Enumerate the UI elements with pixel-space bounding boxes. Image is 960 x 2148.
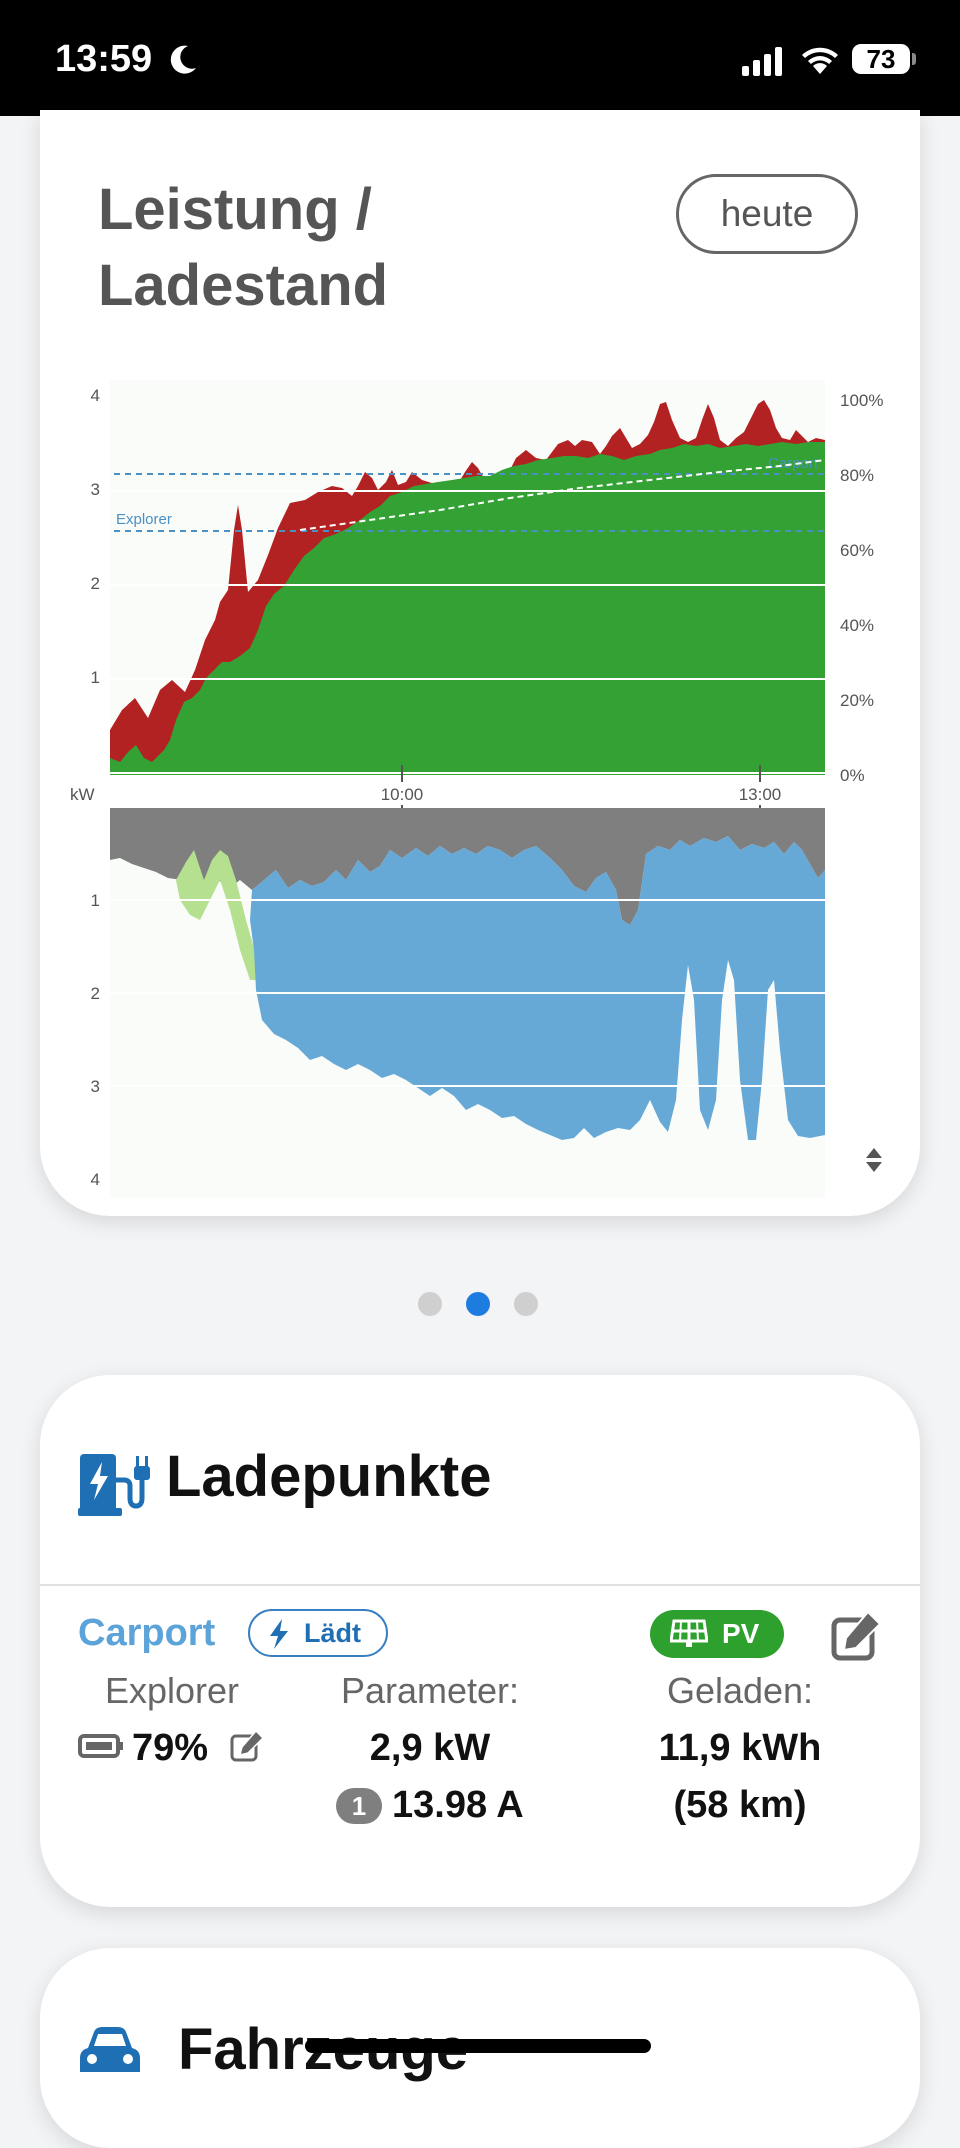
charge-current: 13.98 A	[392, 1784, 524, 1826]
expand-sort-icon[interactable]	[866, 1148, 882, 1172]
y-tick-label: 1	[91, 891, 100, 910]
home-indicator[interactable]	[305, 2039, 651, 2053]
divider	[40, 1584, 920, 1586]
charging-status-label: Lädt	[304, 1618, 361, 1648]
y-unit-label: kW	[70, 785, 95, 804]
charging-station-icon	[78, 1454, 150, 1516]
power-chart[interactable]: Explorer Carport 4 3 2 1 100% 80% 60% 40…	[40, 380, 920, 1200]
ladepunkte-title: Ladepunkte	[166, 1444, 492, 1509]
status-bar: 13:59 73	[0, 0, 960, 116]
charged-label: Geladen:	[666, 1670, 814, 1711]
date-range-button[interactable]: heute	[676, 174, 858, 254]
y-tick-label: 3	[91, 480, 100, 499]
vehicle-soc: 79%	[132, 1727, 209, 1769]
battery-tip	[912, 53, 916, 65]
edit-chargepoint-icon[interactable]	[830, 1610, 882, 1662]
page-dot[interactable]	[514, 1292, 538, 1316]
reference-label-carport: Carport	[768, 455, 819, 472]
edit-soc-icon[interactable]	[230, 1730, 264, 1764]
soc-tick-label: 40%	[840, 616, 874, 635]
chart-title-line1: Leistung /	[98, 177, 372, 242]
chart-title: Leistung / Ladestand	[98, 172, 388, 324]
soc-line	[299, 459, 826, 531]
charged-energy: 11,9 kWh	[658, 1727, 822, 1769]
soc-tick-label: 20%	[840, 691, 874, 710]
page-dot-active[interactable]	[466, 1292, 490, 1316]
charged-range: (58 km)	[673, 1784, 807, 1826]
solar-panel-icon	[670, 1619, 708, 1647]
charging-status-badge: Lädt	[248, 1609, 388, 1657]
charge-mode-label: PV	[722, 1618, 760, 1649]
clock: 13:59	[55, 38, 153, 80]
parameter-label: Parameter:	[340, 1670, 520, 1711]
page-dot[interactable]	[418, 1292, 442, 1316]
soc-tick-label: 100%	[840, 391, 883, 410]
chargepoint-name[interactable]: Carport	[78, 1612, 216, 1654]
charge-mode-pv-button[interactable]: PV	[650, 1610, 784, 1658]
battery-icon	[78, 1734, 123, 1758]
moon-icon	[170, 45, 196, 74]
soc-tick-label: 80%	[840, 466, 874, 485]
y-tick-label: 1	[91, 668, 100, 687]
wifi-icon	[802, 47, 838, 74]
pv-generation-area	[250, 836, 825, 1140]
pv-power-area	[110, 442, 825, 775]
house-consumption-area	[110, 808, 825, 925]
vehicle-label[interactable]: Explorer	[104, 1670, 240, 1711]
reference-label-explorer: Explorer	[116, 511, 172, 528]
y-tick-label: 2	[91, 574, 100, 593]
charge-power: 2,9 kW	[369, 1727, 491, 1769]
y-tick-label: 4	[91, 386, 100, 405]
chart-title-line2: Ladestand	[98, 253, 389, 318]
x-tick-label: 10:00	[381, 785, 424, 804]
y-tick-label: 2	[91, 984, 100, 1003]
car-icon	[80, 2027, 140, 2072]
battery-area	[176, 850, 260, 980]
phases-badge: 1	[336, 1788, 382, 1824]
lightning-icon	[270, 1619, 288, 1649]
soc-tick-label: 60%	[840, 541, 874, 560]
soc-tick-label: 0%	[840, 766, 865, 785]
signal-icon	[742, 47, 782, 76]
x-tick-label: 13:00	[739, 785, 782, 804]
y-tick-label: 3	[91, 1077, 100, 1096]
y-tick-label: 4	[91, 1170, 100, 1189]
battery-indicator: 73	[852, 44, 910, 74]
